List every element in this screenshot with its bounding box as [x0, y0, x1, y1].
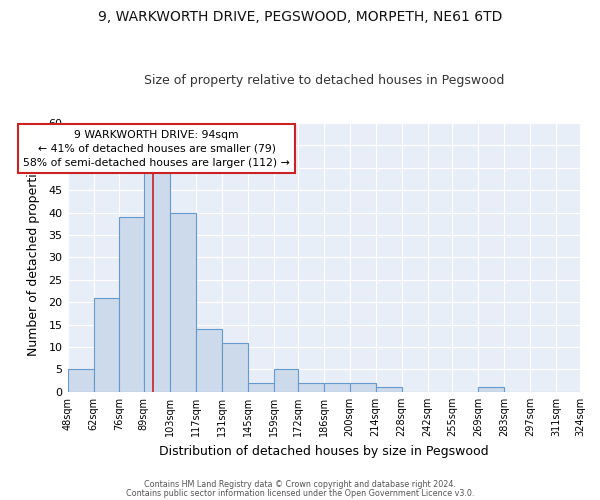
Bar	[298, 383, 324, 392]
Bar	[119, 217, 143, 392]
Text: Contains public sector information licensed under the Open Government Licence v3: Contains public sector information licen…	[126, 489, 474, 498]
Bar	[221, 342, 248, 392]
Bar	[68, 370, 94, 392]
Bar	[478, 388, 504, 392]
Bar	[170, 212, 196, 392]
X-axis label: Distribution of detached houses by size in Pegswood: Distribution of detached houses by size …	[159, 444, 488, 458]
Bar	[324, 383, 350, 392]
Text: 9, WARKWORTH DRIVE, PEGSWOOD, MORPETH, NE61 6TD: 9, WARKWORTH DRIVE, PEGSWOOD, MORPETH, N…	[98, 10, 502, 24]
Bar	[274, 370, 298, 392]
Text: Contains HM Land Registry data © Crown copyright and database right 2024.: Contains HM Land Registry data © Crown c…	[144, 480, 456, 489]
Title: Size of property relative to detached houses in Pegswood: Size of property relative to detached ho…	[143, 74, 504, 87]
Bar	[376, 388, 402, 392]
Bar	[350, 383, 376, 392]
Bar	[94, 298, 119, 392]
Bar	[248, 383, 274, 392]
Text: 9 WARKWORTH DRIVE: 94sqm
← 41% of detached houses are smaller (79)
58% of semi-d: 9 WARKWORTH DRIVE: 94sqm ← 41% of detach…	[23, 130, 290, 168]
Y-axis label: Number of detached properties: Number of detached properties	[27, 159, 40, 356]
Bar	[196, 329, 221, 392]
Bar	[143, 168, 170, 392]
